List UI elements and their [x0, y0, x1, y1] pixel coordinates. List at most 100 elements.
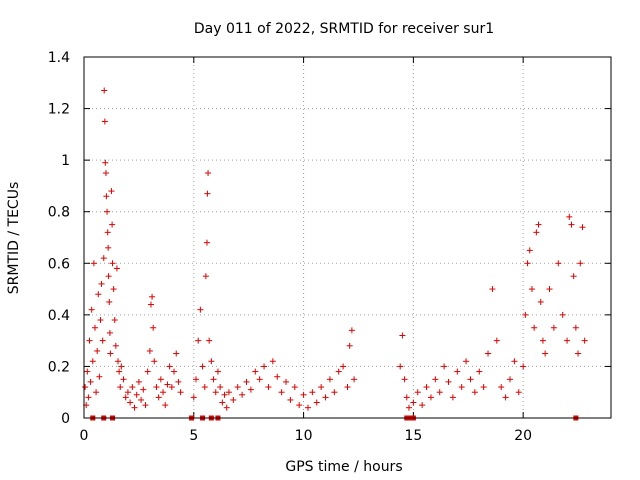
data-point: [581, 337, 588, 344]
data-point: [91, 324, 98, 331]
data-point: [97, 317, 104, 324]
data-point: [212, 389, 219, 396]
data-point: [445, 378, 452, 385]
y-axis-label: SRMTID / TECUs: [6, 182, 22, 295]
y-tick-label: 0.6: [48, 256, 70, 272]
data-point: [405, 404, 412, 411]
data-point: [203, 239, 210, 246]
data-point: [127, 399, 134, 406]
data-point: [89, 358, 96, 365]
data-point: [90, 260, 97, 267]
x-axis-label: GPS time / hours: [285, 459, 402, 475]
data-point: [351, 376, 358, 383]
data-point: [335, 368, 342, 375]
data-point: [206, 337, 213, 344]
data-point: [120, 376, 127, 383]
data-point: [102, 170, 109, 177]
data-point: [568, 221, 575, 228]
data-point: [283, 378, 290, 385]
data-point: [550, 324, 557, 331]
data-point: [150, 324, 157, 331]
y-tick-label: 1.4: [48, 50, 70, 66]
data-point: [520, 363, 527, 370]
y-tick-label: 0: [61, 411, 70, 427]
data-point: [300, 391, 307, 398]
data-point: [403, 394, 410, 401]
data-point: [157, 376, 164, 383]
data-point: [138, 396, 145, 403]
data-point: [239, 391, 246, 398]
data-point: [458, 384, 465, 391]
data-point: [88, 306, 95, 313]
x-tick-label: 0: [80, 428, 89, 444]
data-point: [160, 389, 167, 396]
data-point: [432, 376, 439, 383]
data-point: [135, 378, 142, 385]
data-point: [171, 368, 178, 375]
data-point: [539, 337, 546, 344]
data-point: [95, 291, 102, 298]
data-point: [210, 376, 217, 383]
data-point: [485, 350, 492, 357]
data-point: [105, 244, 112, 251]
data-point: [100, 255, 107, 262]
data-point: [528, 286, 535, 293]
data-point: [546, 286, 553, 293]
x-tick-label: 20: [514, 428, 532, 444]
data-point: [102, 159, 109, 166]
data-point: [533, 229, 540, 236]
x-tick-label: 5: [189, 428, 198, 444]
data-point: [225, 389, 232, 396]
data-point: [175, 378, 182, 385]
data-point: [101, 118, 108, 125]
data-point: [113, 265, 120, 272]
data-point: [322, 394, 329, 401]
data-point: [219, 399, 226, 406]
data-point: [579, 224, 586, 231]
data-point: [208, 358, 215, 365]
data-point: [87, 378, 94, 385]
data-point: [85, 394, 92, 401]
data-point: [155, 394, 162, 401]
data-point: [146, 347, 153, 354]
plot-frame: [83, 56, 612, 419]
data-point: [427, 394, 434, 401]
data-point: [151, 358, 158, 365]
data-point: [436, 389, 443, 396]
data-point: [204, 190, 211, 197]
y-tick-label: 0.2: [48, 359, 70, 375]
data-point: [287, 396, 294, 403]
chart-title: Day 011 of 2022, SRMTID for receiver sur…: [194, 21, 494, 37]
data-point: [166, 363, 173, 370]
data-point: [515, 389, 522, 396]
y-tick-label: 1.2: [48, 102, 70, 118]
data-point: [82, 384, 89, 391]
data-point: [197, 306, 204, 313]
data-point: [454, 368, 461, 375]
data-point: [296, 402, 303, 409]
data-point: [313, 399, 320, 406]
data-point: [489, 286, 496, 293]
data-point: [526, 247, 533, 254]
data-point: [195, 337, 202, 344]
data-point: [101, 87, 108, 94]
data-point: [247, 386, 254, 393]
data-point: [502, 394, 509, 401]
data-point: [331, 389, 338, 396]
data-point: [99, 337, 106, 344]
data-point: [131, 404, 138, 411]
data-point: [221, 391, 228, 398]
data-point: [522, 311, 529, 318]
data-point: [115, 358, 122, 365]
data-point: [107, 350, 114, 357]
data-point: [480, 384, 487, 391]
gridlines: [84, 57, 611, 418]
data-point: [124, 389, 131, 396]
y-tick-label: 0.8: [48, 205, 70, 221]
data-points: [82, 87, 588, 421]
data-point: [570, 273, 577, 280]
data-point: [309, 389, 316, 396]
data-point: [117, 384, 124, 391]
data-point: [575, 350, 582, 357]
data-point: [147, 301, 154, 308]
